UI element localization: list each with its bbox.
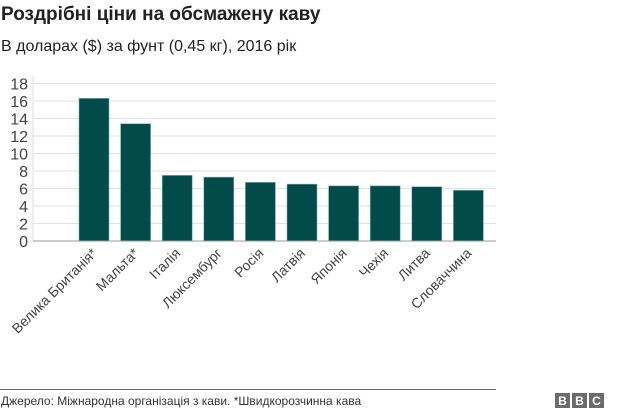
- x-tick-label: Чехія: [356, 245, 392, 281]
- x-tick-label: Італія: [146, 245, 183, 282]
- y-tick-label: 4: [19, 199, 28, 216]
- y-tick-label: 8: [19, 164, 28, 181]
- bar: [161, 175, 193, 242]
- bar: [453, 189, 484, 242]
- chart-subtitle: В доларах ($) за фунт (0,45 кг), 2016 рі…: [1, 38, 297, 55]
- bar: [411, 186, 443, 242]
- y-tick-label: 14: [10, 112, 28, 129]
- x-tick-label: Латвія: [268, 245, 308, 285]
- bar: [78, 98, 110, 242]
- bar: [286, 183, 318, 242]
- source-note: Джерело: Міжнародна організація з кави. …: [1, 394, 362, 408]
- bar: [120, 123, 151, 242]
- bar: [203, 176, 235, 242]
- y-tick-label: 18: [10, 77, 28, 94]
- x-tick-label: Мальта*: [93, 244, 143, 294]
- x-tick-label: Литва: [394, 245, 433, 284]
- chart-title: Роздрібні ціни на обсмажену каву: [1, 4, 321, 25]
- y-tick-label: 0: [19, 234, 28, 251]
- y-tick-label: 2: [19, 217, 28, 234]
- footer-divider: [0, 389, 496, 390]
- y-tick-label: 6: [19, 182, 28, 199]
- x-tick-label: Велика Британія*: [9, 244, 101, 336]
- y-tick-label: 16: [10, 94, 28, 111]
- bar: [328, 185, 359, 242]
- bar: [369, 185, 401, 242]
- bar: [245, 182, 276, 242]
- x-tick-label: Росія: [231, 245, 266, 280]
- x-tick-label: Японія: [307, 245, 349, 287]
- y-tick-label: 10: [10, 147, 28, 164]
- y-tick-label: 12: [10, 129, 28, 146]
